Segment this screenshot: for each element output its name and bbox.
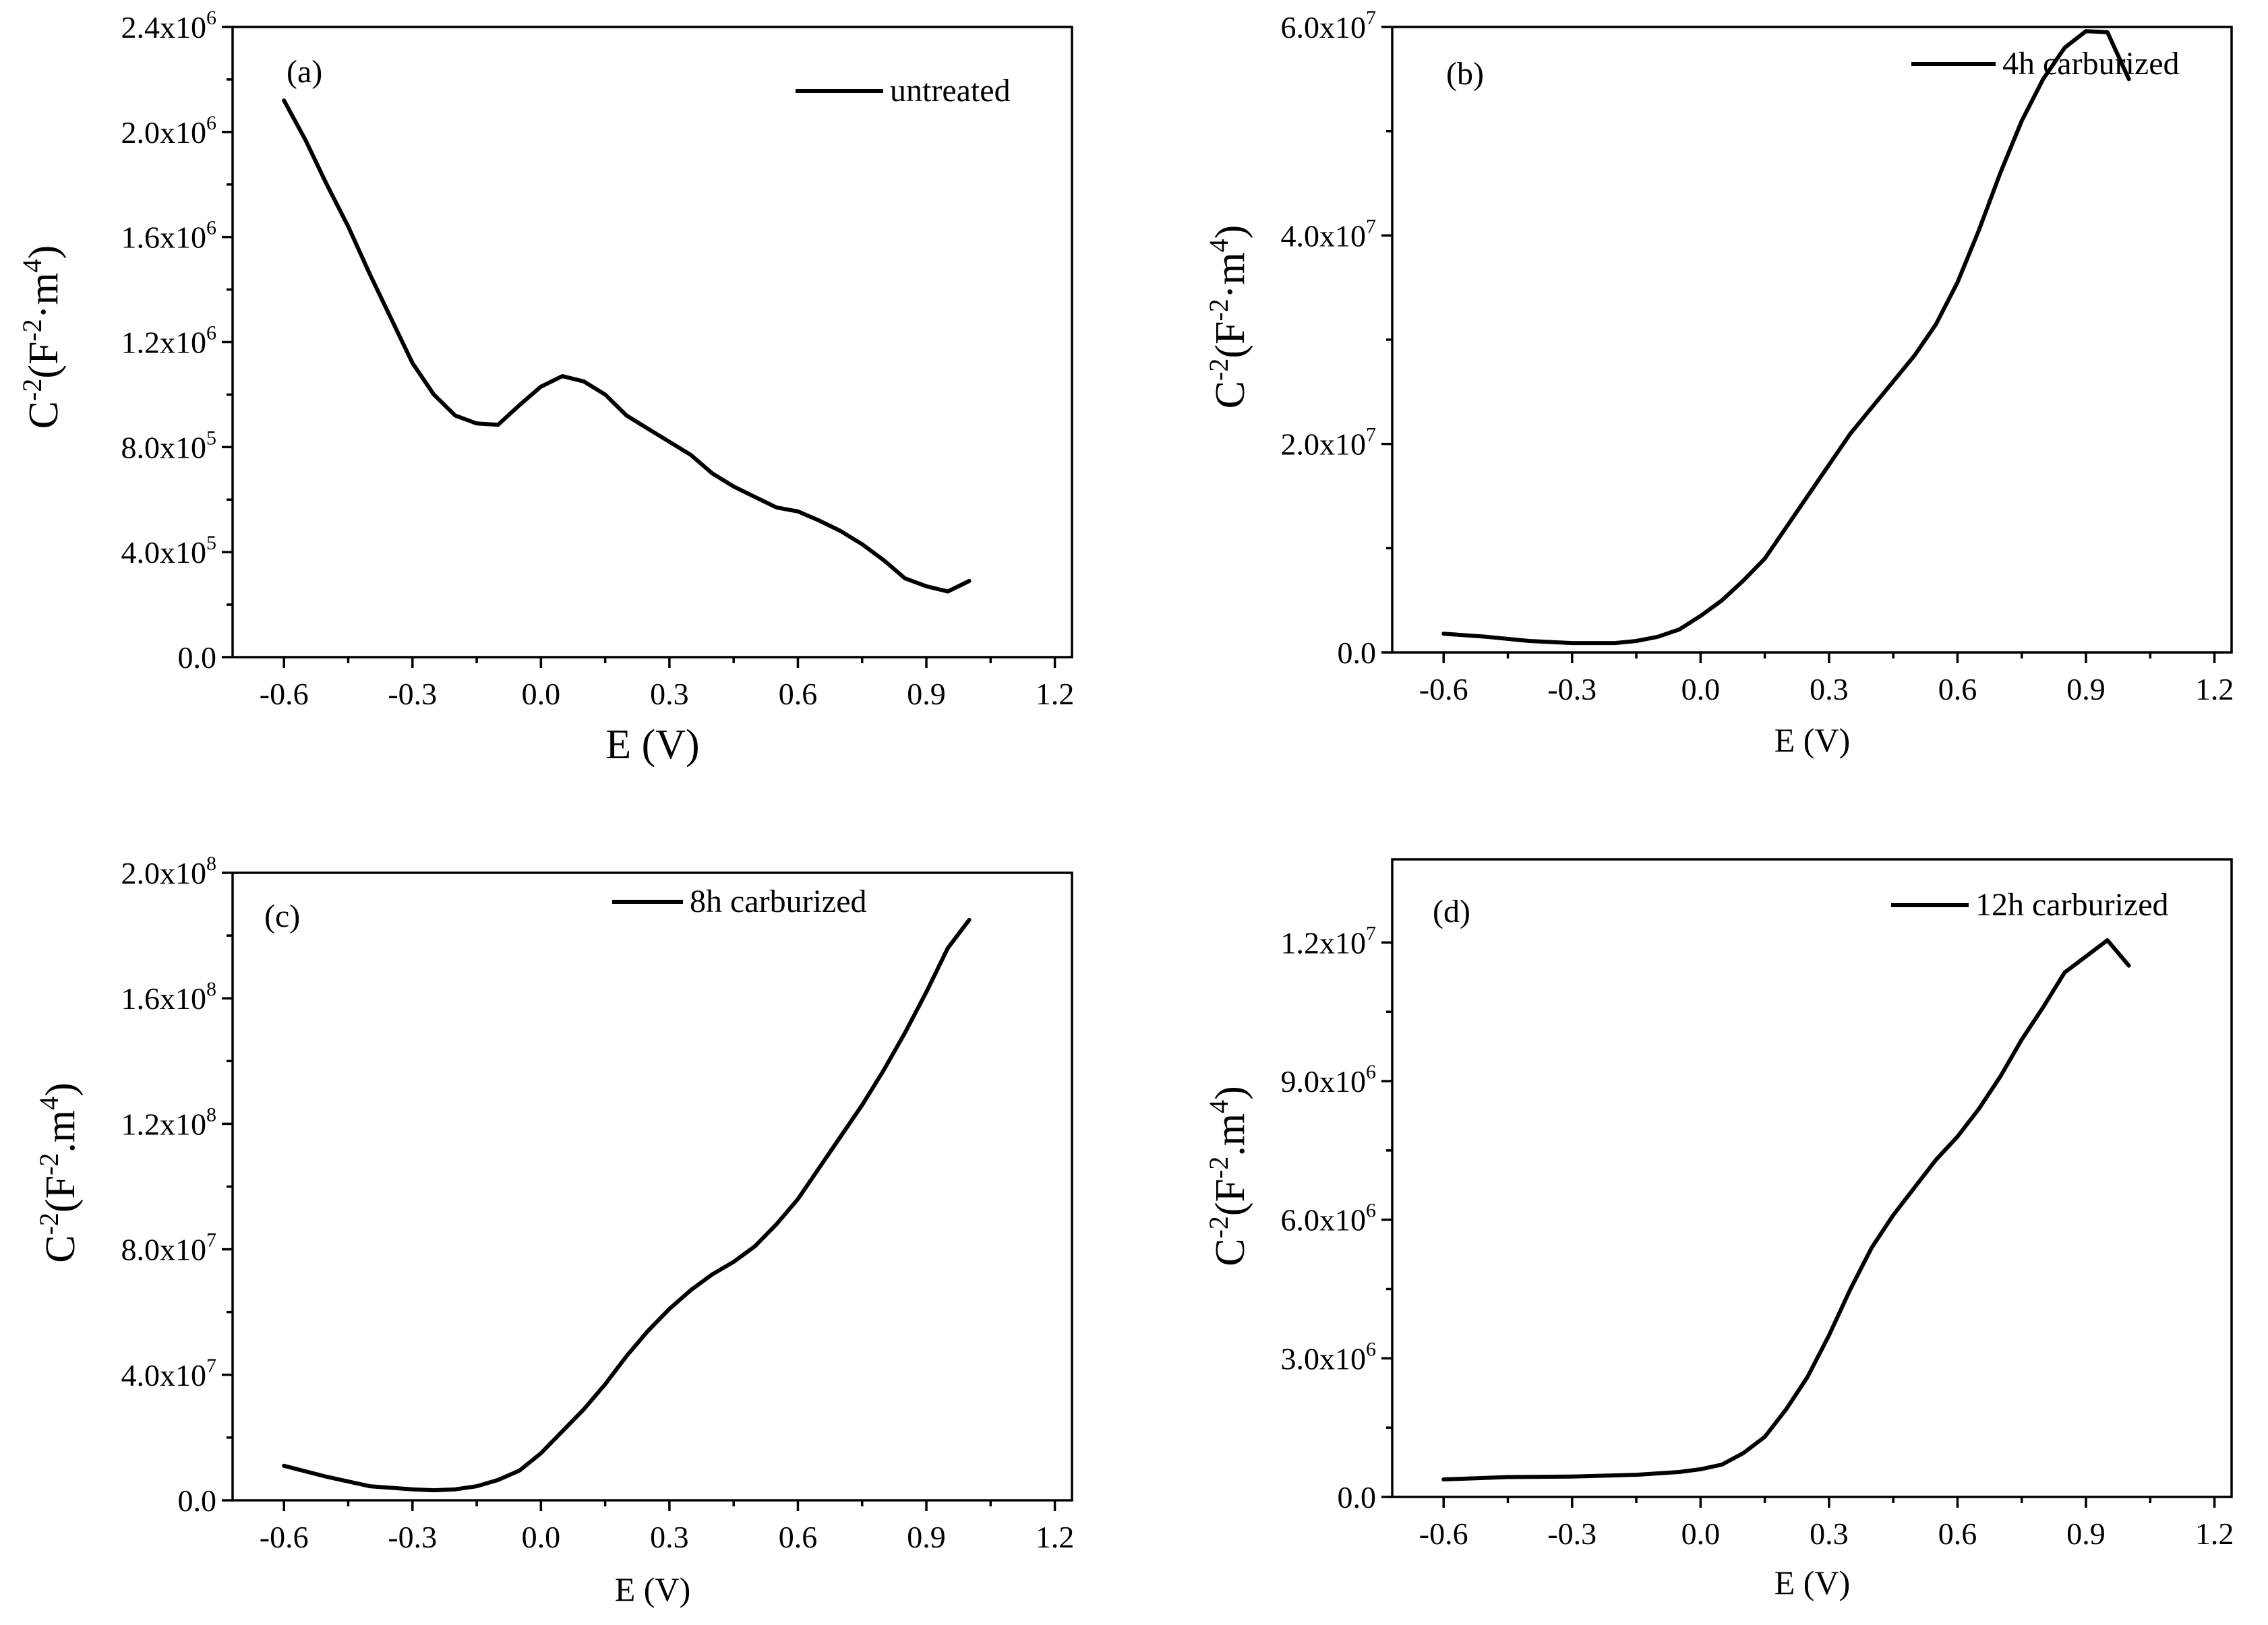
x-tick-label: 0.6 bbox=[779, 1520, 818, 1554]
y-tick-label: 8.0x107 bbox=[121, 1229, 217, 1267]
x-tick-label: -0.3 bbox=[388, 1520, 437, 1554]
y-tick-label: 6.0x106 bbox=[1281, 1200, 1377, 1237]
y-tick-label: 1.2x108 bbox=[121, 1103, 217, 1141]
panel-label: (a) bbox=[287, 54, 322, 90]
x-tick-label: -0.3 bbox=[1547, 1516, 1596, 1551]
data-series-line bbox=[282, 917, 972, 1493]
x-tick-label: 0.9 bbox=[2066, 672, 2106, 706]
x-tick-label: 0.3 bbox=[1810, 672, 1849, 706]
x-axis-label: E (V) bbox=[615, 1570, 690, 1608]
x-tick-label: 0.6 bbox=[779, 677, 818, 711]
y-tick-label: 4.0x105 bbox=[121, 532, 217, 570]
y-axis-label: C-2(F-2.m4) bbox=[34, 1082, 84, 1263]
y-tick-label: 2.4x106 bbox=[121, 7, 217, 44]
x-tick-label: 0.9 bbox=[907, 1520, 946, 1554]
legend-label: 8h carburized bbox=[690, 884, 867, 919]
x-tick-label: 0.9 bbox=[907, 677, 946, 711]
x-tick-label: 0.0 bbox=[522, 677, 561, 711]
x-tick-label: 1.2 bbox=[1036, 677, 1075, 711]
y-axis-label: C-2(F-2.m4) bbox=[1203, 1086, 1253, 1266]
x-tick-label: 1.2 bbox=[1036, 1520, 1075, 1554]
x-tick-label: -0.6 bbox=[260, 677, 309, 711]
y-tick-label: 4.0x107 bbox=[121, 1355, 217, 1392]
y-tick-label: 0.0 bbox=[178, 1483, 217, 1518]
y-tick-label: 9.0x106 bbox=[1281, 1061, 1377, 1099]
y-axis-label: C-2(F-2·m4) bbox=[17, 245, 67, 429]
legend-label: 4h carburized bbox=[2002, 46, 2180, 82]
y-tick-label: 1.2x107 bbox=[1281, 922, 1377, 960]
x-tick-label: 1.2 bbox=[2195, 1516, 2234, 1551]
x-tick-label: -0.6 bbox=[1419, 672, 1468, 706]
x-tick-label: 1.2 bbox=[2195, 672, 2234, 706]
x-tick-label: 0.0 bbox=[1681, 1516, 1721, 1551]
data-series-line bbox=[282, 98, 972, 594]
x-tick-label: 0.6 bbox=[1938, 672, 1977, 706]
x-axis-label: E (V) bbox=[605, 722, 699, 768]
legend-label: untreated bbox=[890, 73, 1011, 109]
chart-panel-1: -0.6 -0.3 0.0 0.3 0.6 0.9 1.2 0.0 4.0x105 8.0x105… bbox=[17, 7, 1074, 768]
data-series-line bbox=[1441, 938, 2131, 1481]
x-tick-label: 0.3 bbox=[1810, 1516, 1849, 1551]
y-tick-label: 0.0 bbox=[178, 640, 217, 675]
y-tick-label: 6.0x107 bbox=[1281, 7, 1377, 44]
x-tick-label: 0.0 bbox=[522, 1520, 561, 1554]
x-tick-label: 0.9 bbox=[2066, 1516, 2106, 1551]
y-tick-label: 1.6x108 bbox=[121, 978, 217, 1016]
plot-frame bbox=[1391, 858, 2233, 1498]
x-axis-label: E (V) bbox=[1774, 1564, 1850, 1601]
y-tick-label: 3.0x106 bbox=[1281, 1338, 1377, 1376]
chart-panels: -0.6 -0.3 0.0 0.3 0.6 0.9 1.2 0.0 4.0x105 8.0x105… bbox=[17, 7, 2234, 1608]
y-tick-label: 8.0x105 bbox=[121, 427, 217, 464]
y-axis-label: C-2(F-2·m4) bbox=[1203, 225, 1253, 409]
legend-label: 12h carburized bbox=[1975, 887, 2169, 923]
panel-label: (d) bbox=[1433, 894, 1470, 929]
y-tick-label: 1.6x106 bbox=[121, 217, 217, 255]
y-tick-label: 4.0x107 bbox=[1281, 215, 1377, 253]
x-tick-label: -0.6 bbox=[260, 1520, 309, 1554]
y-tick-label: 2.0x108 bbox=[121, 853, 217, 890]
x-tick-label: -0.3 bbox=[388, 677, 437, 711]
data-series-line bbox=[1441, 29, 2131, 646]
chart-panel-4: -0.6 -0.3 0.0 0.3 0.6 0.9 1.2 0.0 3.0x106 6.0x106… bbox=[1203, 858, 2234, 1601]
x-tick-label: 0.3 bbox=[650, 1520, 689, 1554]
y-tick-label: 0.0 bbox=[1338, 1480, 1377, 1514]
y-tick-label: 0.0 bbox=[1338, 636, 1377, 670]
x-tick-label: -0.6 bbox=[1419, 1516, 1468, 1551]
x-tick-label: -0.3 bbox=[1547, 672, 1596, 706]
x-tick-label: 0.6 bbox=[1938, 1516, 1977, 1551]
x-tick-label: 0.0 bbox=[1681, 672, 1721, 706]
panel-label: (c) bbox=[264, 898, 300, 934]
chart-panel-3: -0.6 -0.3 0.0 0.3 0.6 0.9 1.2 0.0 4.0x107 8.0x107… bbox=[34, 853, 1074, 1608]
y-tick-label: 2.0x107 bbox=[1281, 424, 1377, 462]
x-axis-label: E (V) bbox=[1774, 721, 1850, 759]
chart-panel-2: -0.6 -0.3 0.0 0.3 0.6 0.9 1.2 0.0 2.0x107 4.0x107… bbox=[1203, 7, 2234, 759]
y-tick-label: 2.0x106 bbox=[121, 112, 217, 150]
panel-label: (b) bbox=[1446, 56, 1484, 92]
y-tick-label: 1.2x106 bbox=[121, 322, 217, 360]
x-tick-label: 0.3 bbox=[650, 677, 689, 711]
